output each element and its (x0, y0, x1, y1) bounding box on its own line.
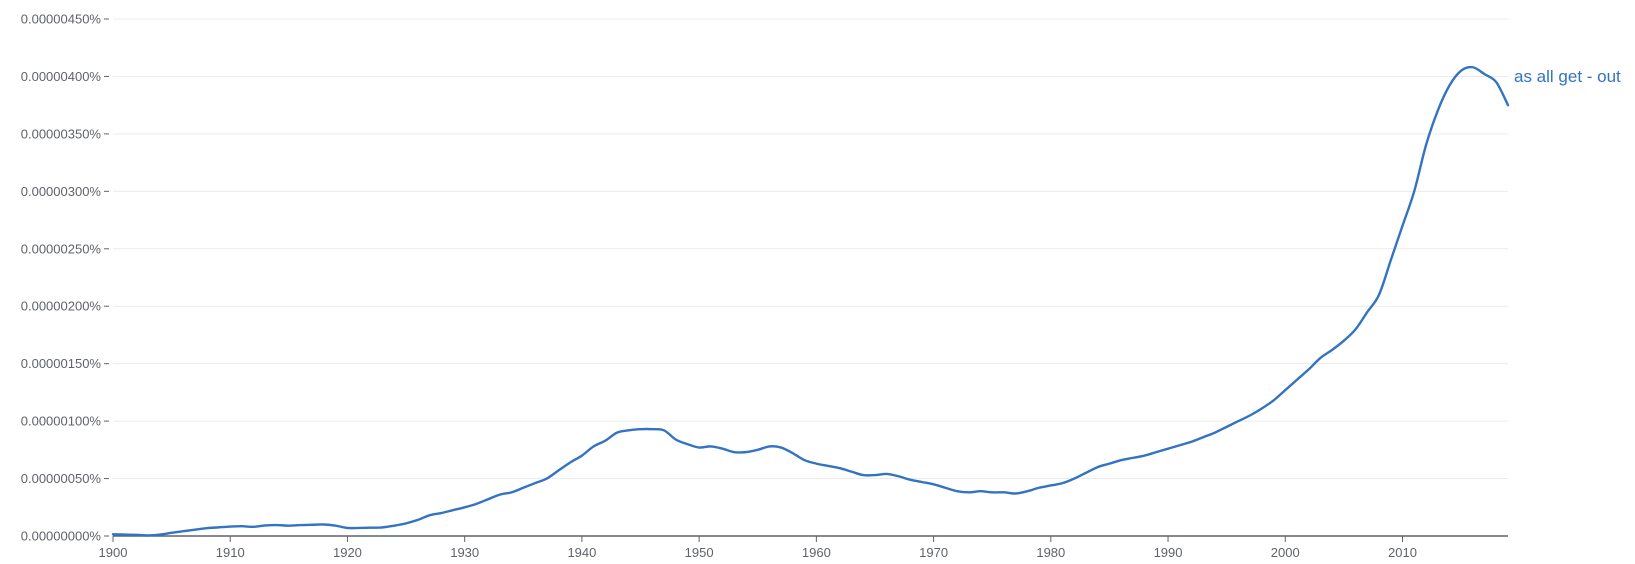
x-tick-label: 2010 (1388, 545, 1417, 560)
x-tick-label: 1930 (450, 545, 479, 560)
x-tick-label: 1920 (333, 545, 362, 560)
x-tick-label: 1940 (567, 545, 596, 560)
x-tick-label: 1910 (216, 545, 245, 560)
series-group: as all get - out (111, 65, 1621, 537)
y-tick-label: 0.00000300% (21, 184, 102, 199)
x-axis: 1900 1910 1920 1930 1940 1950 1960 1970 1980 1990… (99, 535, 1508, 560)
series-label: as all get - out (1514, 67, 1621, 86)
x-tick-label: 1980 (1036, 545, 1065, 560)
series-line (111, 65, 1510, 537)
y-tick-label: 0.00000150% (21, 356, 102, 371)
y-axis: 0.00000000% 0.00000050% 0.00000100% 0.00000… (21, 12, 109, 544)
x-tick-label: 2000 (1271, 545, 1300, 560)
y-tick-label: 0.00000350% (21, 126, 102, 141)
x-tick-label: 1970 (919, 545, 948, 560)
y-tick-label: 0.00000450% (21, 12, 102, 27)
y-tick-label: 0.00000200% (21, 299, 102, 314)
y-tick-label: 0.00000000% (21, 529, 102, 544)
y-tick-label: 0.00000100% (21, 414, 102, 429)
x-tick-label: 1990 (1154, 545, 1183, 560)
x-tick-label: 1950 (685, 545, 714, 560)
y-tick-label: 0.00000050% (21, 471, 102, 486)
x-tick-label: 1900 (99, 545, 128, 560)
y-tick-label: 0.00000400% (21, 69, 102, 84)
x-tick-label: 1960 (802, 545, 831, 560)
grid-lines (113, 18, 1508, 480)
y-tick-label: 0.00000250% (21, 241, 102, 256)
